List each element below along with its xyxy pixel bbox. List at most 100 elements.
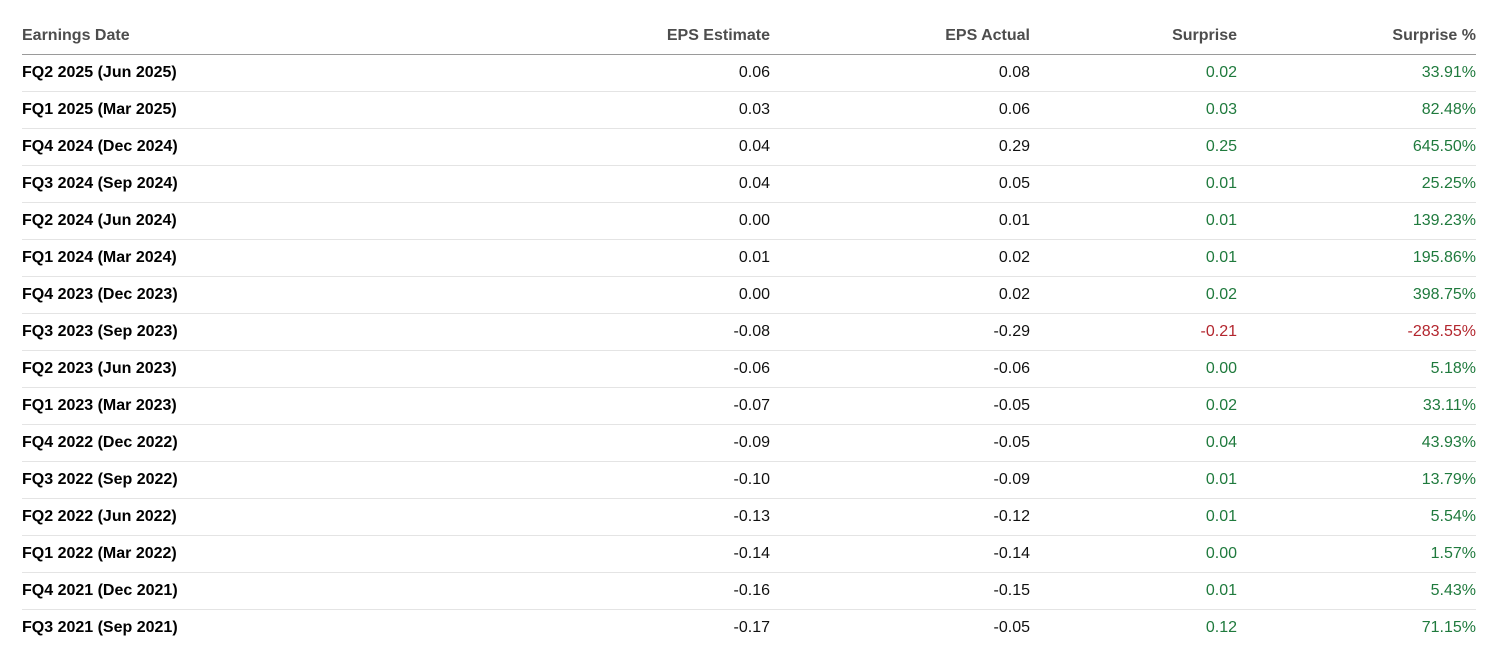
- eps-actual-cell: -0.09: [770, 461, 1030, 499]
- earnings-date-cell: FQ2 2022 (Jun 2022): [22, 498, 442, 536]
- eps-actual-cell: -0.29: [770, 313, 1030, 351]
- eps-actual-cell: 0.02: [770, 239, 1030, 277]
- earnings-date-cell: FQ2 2023 (Jun 2023): [22, 350, 442, 388]
- earnings-date-cell: FQ2 2024 (Jun 2024): [22, 202, 442, 240]
- table-row: FQ1 2024 (Mar 2024) 0.01 0.02 0.01 195.86%: [22, 239, 1476, 277]
- earnings-date-cell: FQ3 2024 (Sep 2024): [22, 165, 442, 203]
- surprise-percent-cell: 25.25%: [1237, 165, 1476, 203]
- surprise-cell: 0.02: [1030, 276, 1237, 314]
- earnings-date-cell: FQ2 2025 (Jun 2025): [22, 54, 442, 92]
- eps-estimate-cell: -0.13: [442, 498, 770, 536]
- surprise-percent-cell: 645.50%: [1237, 128, 1476, 166]
- earnings-date-cell: FQ4 2021 (Dec 2021): [22, 572, 442, 610]
- eps-actual-cell: -0.15: [770, 572, 1030, 610]
- surprise-percent-cell: 398.75%: [1237, 276, 1476, 314]
- eps-estimate-cell: -0.06: [442, 350, 770, 388]
- eps-estimate-cell: 0.04: [442, 128, 770, 166]
- eps-actual-cell: -0.05: [770, 424, 1030, 462]
- surprise-percent-cell: 33.11%: [1237, 387, 1476, 425]
- table-row: FQ4 2021 (Dec 2021) -0.16 -0.15 0.01 5.43%: [22, 572, 1476, 610]
- eps-actual-cell: -0.06: [770, 350, 1030, 388]
- surprise-cell: 0.00: [1030, 350, 1237, 388]
- table-row: FQ1 2025 (Mar 2025) 0.03 0.06 0.03 82.48%: [22, 91, 1476, 129]
- eps-actual-cell: 0.08: [770, 54, 1030, 92]
- surprise-percent-cell: 1.57%: [1237, 535, 1476, 573]
- earnings-date-cell: FQ4 2022 (Dec 2022): [22, 424, 442, 462]
- earnings-date-cell: FQ3 2021 (Sep 2021): [22, 619, 178, 636]
- eps-actual-cell: 0.29: [770, 128, 1030, 166]
- eps-estimate-cell: -0.14: [442, 535, 770, 573]
- surprise-cell: 0.01: [1030, 165, 1237, 203]
- table-row: FQ3 2021 (Sep 2021) -0.17 -0.05 0.12 71.15%: [22, 610, 1476, 647]
- surprise-cell: 0.02: [1030, 387, 1237, 425]
- eps-estimate-cell: 0.01: [442, 239, 770, 277]
- surprise-cell: 0.02: [1030, 54, 1237, 92]
- earnings-date-cell: FQ3 2023 (Sep 2023): [22, 313, 442, 351]
- surprise-cell: 0.12: [1205, 619, 1237, 636]
- surprise-cell: 0.01: [1030, 461, 1237, 499]
- eps-estimate-cell: 0.00: [442, 276, 770, 314]
- surprise-cell: 0.01: [1030, 572, 1237, 610]
- eps-estimate-cell: -0.09: [442, 424, 770, 462]
- surprise-cell: 0.00: [1030, 535, 1237, 573]
- table-row: FQ4 2022 (Dec 2022) -0.09 -0.05 0.04 43.93%: [22, 424, 1476, 462]
- table-row: FQ3 2022 (Sep 2022) -0.10 -0.09 0.01 13.79%: [22, 461, 1476, 499]
- surprise-percent-cell: 33.91%: [1237, 54, 1476, 92]
- table-row: FQ4 2023 (Dec 2023) 0.00 0.02 0.02 398.75%: [22, 276, 1476, 314]
- table-row: FQ3 2023 (Sep 2023) -0.08 -0.29 -0.21 -283.5…: [22, 313, 1476, 351]
- eps-actual-cell: -0.14: [770, 535, 1030, 573]
- table-row: FQ1 2023 (Mar 2023) -0.07 -0.05 0.02 33.11%: [22, 387, 1476, 425]
- table-row: FQ1 2022 (Mar 2022) -0.14 -0.14 0.00 1.57%: [22, 535, 1476, 573]
- eps-estimate-cell: -0.10: [442, 461, 770, 499]
- surprise-cell: 0.04: [1030, 424, 1237, 462]
- eps-actual-cell: 0.06: [770, 91, 1030, 129]
- surprise-percent-cell: -283.55%: [1237, 313, 1476, 351]
- header-eps-actual[interactable]: EPS Actual: [770, 18, 1030, 55]
- earnings-date-cell: FQ4 2023 (Dec 2023): [22, 276, 442, 314]
- table-row: FQ4 2024 (Dec 2024) 0.04 0.29 0.25 645.50%: [22, 128, 1476, 166]
- earnings-date-cell: FQ4 2024 (Dec 2024): [22, 128, 442, 166]
- eps-actual-cell: -0.05: [770, 387, 1030, 425]
- surprise-percent-cell: 5.54%: [1237, 498, 1476, 536]
- surprise-percent-cell: 82.48%: [1237, 91, 1476, 129]
- eps-estimate-cell: -0.17: [733, 619, 770, 636]
- surprise-cell: 0.25: [1030, 128, 1237, 166]
- earnings-date-cell: FQ1 2023 (Mar 2023): [22, 387, 442, 425]
- eps-actual-cell: -0.05: [993, 619, 1030, 636]
- surprise-cell: 0.01: [1030, 498, 1237, 536]
- table-header: Earnings Date EPS Estimate EPS Actual Su…: [22, 18, 1476, 55]
- eps-estimate-cell: 0.00: [442, 202, 770, 240]
- earnings-date-cell: FQ3 2022 (Sep 2022): [22, 461, 442, 499]
- surprise-percent-cell: 195.86%: [1237, 239, 1476, 277]
- surprise-percent-cell: 43.93%: [1237, 424, 1476, 462]
- surprise-percent-cell: 139.23%: [1237, 202, 1476, 240]
- header-earnings-date[interactable]: Earnings Date: [22, 18, 442, 55]
- table-row: FQ2 2022 (Jun 2022) -0.13 -0.12 0.01 5.54%: [22, 498, 1476, 536]
- eps-estimate-cell: -0.07: [442, 387, 770, 425]
- earnings-date-cell: FQ1 2025 (Mar 2025): [22, 91, 442, 129]
- surprise-percent-cell: 71.15%: [1421, 619, 1476, 636]
- table-row: FQ3 2024 (Sep 2024) 0.04 0.05 0.01 25.25%: [22, 165, 1476, 203]
- surprise-percent-cell: 5.18%: [1237, 350, 1476, 388]
- header-row: Earnings Date EPS Estimate EPS Actual Su…: [22, 18, 1476, 55]
- surprise-cell: -0.21: [1030, 313, 1237, 351]
- table-row: FQ2 2025 (Jun 2025) 0.06 0.08 0.02 33.91%: [22, 54, 1476, 92]
- surprise-percent-cell: 5.43%: [1237, 572, 1476, 610]
- header-surprise[interactable]: Surprise: [1030, 18, 1237, 55]
- earnings-history-table: Earnings Date EPS Estimate EPS Actual Su…: [22, 18, 1476, 646]
- eps-estimate-cell: 0.06: [442, 54, 770, 92]
- table-row: FQ2 2023 (Jun 2023) -0.06 -0.06 0.00 5.18%: [22, 350, 1476, 388]
- eps-estimate-cell: -0.08: [442, 313, 770, 351]
- table-body: FQ2 2025 (Jun 2025) 0.06 0.08 0.02 33.91% FQ1…: [22, 54, 1476, 647]
- eps-estimate-cell: -0.16: [442, 572, 770, 610]
- header-eps-estimate[interactable]: EPS Estimate: [442, 18, 770, 55]
- eps-actual-cell: 0.01: [770, 202, 1030, 240]
- eps-actual-cell: 0.02: [770, 276, 1030, 314]
- surprise-cell: 0.03: [1030, 91, 1237, 129]
- eps-estimate-cell: 0.03: [442, 91, 770, 129]
- eps-estimate-cell: 0.04: [442, 165, 770, 203]
- surprise-cell: 0.01: [1030, 202, 1237, 240]
- header-surprise-percent[interactable]: Surprise %: [1237, 18, 1476, 55]
- table-row: FQ2 2024 (Jun 2024) 0.00 0.01 0.01 139.23%: [22, 202, 1476, 240]
- earnings-date-cell: FQ1 2024 (Mar 2024): [22, 239, 442, 277]
